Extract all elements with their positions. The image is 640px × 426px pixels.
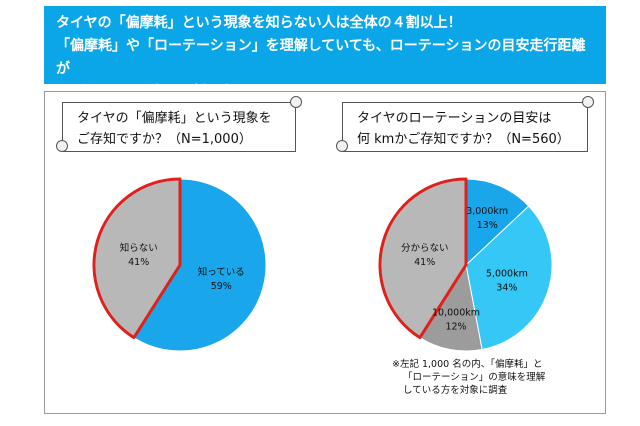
footnote-line-3: している方を対象に調査 [403,385,508,396]
footnote-line-1: ※左記 1,000 名の内、「偏摩耗」と [392,359,543,370]
scroll-curl-decoration [336,140,348,152]
headline-line-1: タイヤの「偏摩耗」という現象を知らない人は全体の４割以上！ [56,15,462,31]
scroll-curl-decoration [582,96,594,108]
slice-label-3-000km: 3,000km [466,206,508,217]
highlight-outline [92,177,182,340]
headline-line-2: 「偏摩耗」や「ローテーション」を理解していても、ローテーションの目安走行距離が [56,38,586,77]
slice-value-slice-3: 41% [414,257,435,268]
slice-value-10-000km: 12% [445,321,466,332]
left-question-line-2: ご存知ですか？（N=1,000） [77,132,252,147]
slice-label-5-000km: 5,000km [486,268,528,279]
slice-value-slice-1: 41% [128,257,149,268]
pie-slice-5-000km [465,205,553,351]
slice-value-slice-0: 59% [211,281,232,292]
slice-label-slice-3: 分からない [401,243,449,254]
left-question-box: タイヤの「偏摩耗」という現象を ご存知ですか？（N=1,000） [62,102,296,152]
slice-label-slice-0: 知っている [198,266,245,278]
survey-footnote: ※左記 1,000 名の内、「偏摩耗」と 「ローテーション」の意味を理解 してい… [392,358,545,397]
slice-value-3-000km: 13% [477,220,498,231]
highlight-outline [378,177,468,340]
left-question-line-1: タイヤの「偏摩耗」という現象を [77,111,272,126]
headline-banner: タイヤの「偏摩耗」という現象を知らない人は全体の４割以上！ 「偏摩耗」や「ローテ… [44,6,606,100]
pie-slice-slice-0 [133,178,267,352]
pie-slice-3-000km [465,178,530,267]
right-question-box: タイヤのローテーションの目安は 何 kmかご存知ですか？（N=560） [342,102,588,152]
right-question-line-2: 何 kmかご存知ですか？（N=560） [357,132,570,147]
right-question-line-1: タイヤのローテーションの目安は [357,111,552,126]
slice-value-5-000km: 34% [496,282,517,293]
scroll-curl-decoration [290,96,302,108]
right-pie-chart: 3,000km 13% 5,000km 34% 10,000km 12% 分からない 41% [378,177,553,352]
slice-label-slice-1: 知らない [120,242,158,254]
footnote-line-2: 「ローテーション」の意味を理解 [403,372,546,383]
slice-label-10-000km: 10,000km [432,307,480,318]
left-pie-chart: 知っている 59% 知らない 41% [92,177,267,352]
scroll-curl-decoration [56,140,68,152]
